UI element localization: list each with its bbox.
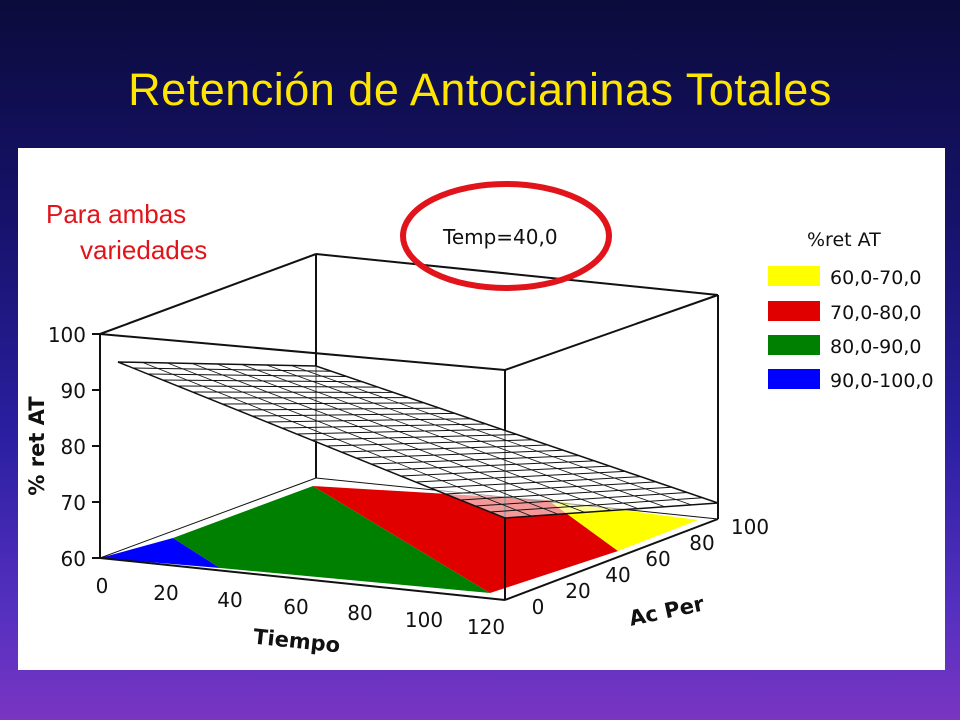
z-tick-label-60: 60 <box>61 547 86 571</box>
y-tick-label-20: 20 <box>565 579 590 603</box>
y-tick-label-40: 40 <box>605 563 630 587</box>
y-tick-label-0: 0 <box>532 595 545 619</box>
surface-mesh-line <box>216 363 612 511</box>
legend-label-80-90: 80,0-90,0 <box>830 336 921 358</box>
z-tick-label-70: 70 <box>61 491 86 515</box>
x-tick-label-100: 100 <box>405 608 443 632</box>
highlight-circle <box>400 181 612 291</box>
chart-panel: 60 70 80 90 100 % ret AT 0 20 40 60 80 1… <box>18 148 945 670</box>
legend-title: %ret AT <box>807 229 881 251</box>
y-axis-label: Ac Per <box>627 591 707 630</box>
x-tick-label-20: 20 <box>153 581 178 605</box>
surface-chart: 60 70 80 90 100 % ret AT 0 20 40 60 80 1… <box>25 181 934 658</box>
z-axis: 60 70 80 90 100 % ret AT <box>25 323 100 571</box>
x-tick-label-120: 120 <box>467 615 505 639</box>
legend-swatch-80-90 <box>768 335 820 355</box>
legend: %ret AT 60,0-70,0 70,0-80,0 80,0-90,0 90… <box>768 229 934 392</box>
legend-swatch-60-70 <box>768 266 820 286</box>
note-line-1: Para ambas <box>46 199 187 229</box>
slide-title: Retención de Antocianinas Totales <box>128 64 832 115</box>
x-axis-label: Tiempo <box>252 625 341 658</box>
note-line-2: variedades <box>80 235 208 265</box>
surface-mesh-line <box>142 362 532 517</box>
surface-outline <box>117 361 719 519</box>
legend-swatch-70-80 <box>768 301 820 321</box>
plot-box <box>99 253 719 601</box>
z-axis-label: % ret AT <box>25 396 49 496</box>
legend-swatch-90-100 <box>768 369 820 389</box>
x-tick-label-80: 80 <box>347 601 372 625</box>
surface-mesh-line <box>291 365 692 506</box>
x-tick-label-40: 40 <box>217 588 242 612</box>
y-tick-label-100: 100 <box>731 515 769 539</box>
z-tick-label-100: 100 <box>48 323 86 347</box>
z-tick-label-80: 80 <box>61 435 86 459</box>
x-tick-label-0: 0 <box>96 574 109 598</box>
surface-mesh-line <box>241 364 639 510</box>
legend-label-60-70: 60,0-70,0 <box>830 267 921 289</box>
y-tick-label-60: 60 <box>645 547 670 571</box>
x-axis: 0 20 40 60 80 100 120 Tiempo <box>96 574 505 658</box>
response-surface <box>117 361 719 519</box>
contour-region-80-90 <box>173 486 490 593</box>
surface-mesh-line <box>192 363 586 513</box>
legend-label-90-100: 90,0-100,0 <box>830 370 934 392</box>
fixed-factor-label: Temp=40,0 <box>442 225 558 249</box>
surface-mesh-line <box>167 362 559 515</box>
z-tick-label-90: 90 <box>61 379 86 403</box>
y-tick-label-80: 80 <box>689 531 714 555</box>
legend-label-70-80: 70,0-80,0 <box>830 302 921 324</box>
surface-mesh-line <box>266 364 665 508</box>
x-tick-label-60: 60 <box>283 595 308 619</box>
